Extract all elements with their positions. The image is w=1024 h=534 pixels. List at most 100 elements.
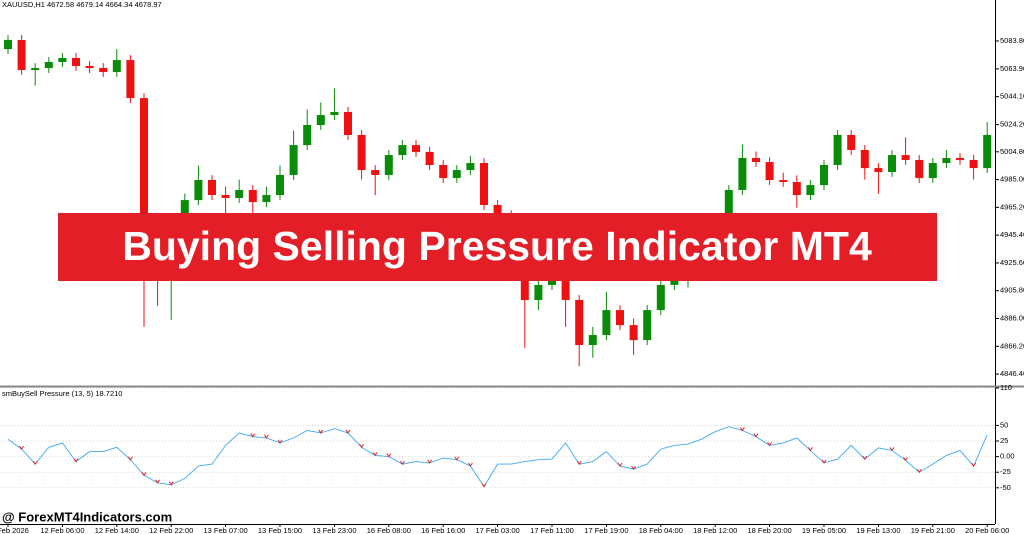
x-tick-label: 16 Feb 16:00	[421, 526, 465, 534]
y-tick-label: -25	[1000, 467, 1011, 476]
candle-body	[289, 145, 298, 175]
candle-body	[412, 145, 420, 152]
sell-marker	[617, 462, 623, 467]
candle-body	[752, 157, 760, 163]
candle-body	[384, 155, 393, 175]
candle-body	[616, 310, 624, 326]
sell-marker	[821, 459, 827, 464]
candle-body	[956, 157, 964, 160]
candle-body	[17, 39, 26, 71]
x-tick-label: 20 Feb 06:00	[965, 526, 1009, 534]
candle-body	[235, 189, 244, 198]
candle-body	[520, 265, 529, 300]
y-tick-label: 4945.40	[1000, 230, 1024, 239]
x-tick-label: 17 Feb 19:00	[584, 526, 628, 534]
sell-marker	[263, 434, 269, 439]
candle-body	[276, 174, 284, 196]
sell-marker	[345, 429, 351, 434]
candle-body	[820, 165, 828, 186]
candle-body	[439, 165, 448, 179]
candle-body	[357, 134, 366, 171]
watermark: @ ForexMT4Indicators.com	[2, 509, 172, 524]
x-tick-label: 13 Feb 15:00	[258, 526, 302, 534]
sell-marker	[250, 433, 256, 438]
candle-body	[112, 60, 121, 72]
x-tick-label: 13 Feb 23:00	[312, 526, 356, 534]
sell-marker	[155, 479, 161, 484]
candle-body	[779, 180, 788, 182]
candle-body	[262, 195, 271, 203]
y-tick-label: 5063.90	[1000, 64, 1024, 73]
candle-body	[58, 57, 67, 63]
sell-marker	[318, 429, 324, 434]
candle-body	[398, 145, 407, 156]
x-tick-label: 11 Feb 2026	[0, 526, 29, 534]
sell-marker	[359, 443, 365, 449]
candle-body	[629, 325, 638, 341]
candle-body	[969, 159, 978, 169]
marks: 5083.80 5063.90 5044.10 5024.20 5004.80 4985.…	[0, 35, 1024, 534]
candle-body	[4, 39, 12, 50]
candle-body	[452, 170, 461, 179]
sell-marker	[277, 439, 283, 444]
y-tick-label: 4866.20	[1000, 341, 1024, 350]
candle-body	[480, 163, 488, 205]
x-tick-label: 18 Feb 20:00	[747, 526, 791, 534]
candle-body	[425, 151, 434, 165]
y-tick-label: 4925.60	[1000, 258, 1024, 267]
y-tick-label: 4985.00	[1000, 175, 1024, 184]
candle-body	[303, 125, 312, 146]
y-tick-label: 5044.10	[1000, 92, 1024, 101]
candle-body	[588, 335, 597, 346]
candle-body	[888, 155, 896, 173]
sell-marker	[807, 447, 813, 452]
banner-text: Buying Selling Pressure Indicator MT4	[122, 223, 872, 269]
candle-body	[860, 149, 869, 169]
x-tick-label: 19 Feb 13:00	[856, 526, 900, 534]
candle-body	[792, 181, 801, 196]
sell-marker	[481, 483, 487, 488]
y-tick-label: 110	[1000, 383, 1012, 392]
candle-body	[99, 68, 108, 72]
sell-marker	[916, 468, 922, 474]
y-tick-label: 4965.20	[1000, 202, 1024, 211]
indicator-title: smBuySell Pressure (13, 5) 18.7210	[2, 389, 122, 398]
candle-body	[901, 155, 910, 160]
candle-body	[942, 157, 951, 164]
sell-marker	[386, 453, 392, 458]
sell-marker	[454, 456, 460, 461]
candle-body	[31, 68, 40, 71]
x-tick-label: 18 Feb 04:00	[639, 526, 683, 534]
sell-marker	[372, 452, 378, 457]
sell-marker	[141, 472, 147, 477]
banner-box	[58, 213, 937, 281]
x-tick-label: 18 Feb 12:00	[693, 526, 737, 534]
sell-marker	[168, 481, 174, 486]
candle-body	[575, 299, 584, 346]
sell-marker	[903, 457, 909, 462]
candle-body	[928, 163, 937, 179]
candle-body	[806, 185, 815, 196]
y-tick-label: 5083.80	[1000, 36, 1024, 45]
y-tick-label: 25	[1000, 436, 1008, 445]
x-tick-label: 16 Feb 08:00	[367, 526, 411, 534]
sell-marker	[127, 456, 133, 461]
candle-body	[534, 284, 543, 300]
x-tick-label: 12 Feb 06:00	[40, 526, 84, 534]
candle-body	[643, 310, 652, 341]
x-tick-label: 13 Feb 07:00	[203, 526, 247, 534]
sell-marker	[467, 462, 473, 467]
sell-marker	[739, 427, 745, 432]
sell-marker	[753, 433, 759, 438]
y-tick-label: 0.00	[1000, 452, 1015, 461]
candle-body	[248, 189, 257, 203]
sell-marker	[767, 442, 773, 447]
candle-body	[344, 111, 352, 135]
y-tick-label: 5004.80	[1000, 147, 1024, 156]
sell-marker	[427, 459, 433, 464]
candle-body	[208, 180, 216, 196]
candle-body	[847, 134, 856, 150]
sell-marker	[862, 455, 868, 461]
sell-marker	[399, 460, 405, 466]
